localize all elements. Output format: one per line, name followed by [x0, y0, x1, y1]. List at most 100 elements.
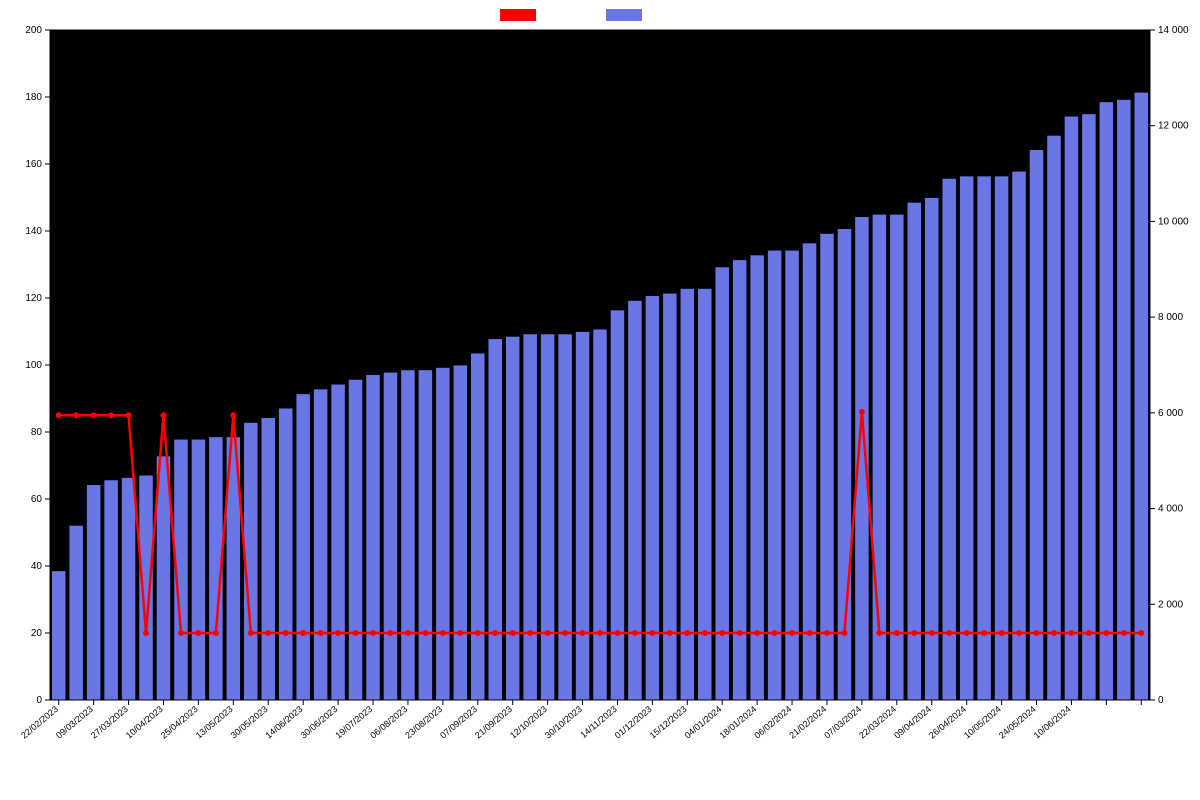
- line-marker: [143, 630, 149, 636]
- bar: [383, 372, 397, 700]
- yleft-tick-label: 60: [31, 494, 43, 505]
- bar: [261, 418, 275, 700]
- x-tick-label: 30/10/2023: [543, 704, 584, 741]
- x-tick-label: 25/04/2023: [159, 704, 200, 741]
- bar: [645, 296, 659, 700]
- x-tick-label: 09/03/2023: [54, 704, 95, 741]
- bar: [401, 370, 415, 700]
- x-tick-label: 19/07/2023: [333, 704, 374, 741]
- yright-tick-label: 0: [1158, 695, 1164, 706]
- line-marker: [457, 630, 463, 636]
- line-marker: [754, 630, 760, 636]
- legend-swatch: [606, 9, 642, 21]
- x-tick-label: 30/06/2023: [298, 704, 339, 741]
- bar: [104, 480, 118, 700]
- x-tick-label: 18/01/2024: [717, 704, 758, 741]
- line-marker: [1016, 630, 1022, 636]
- line-marker: [597, 630, 603, 636]
- bar: [698, 288, 712, 700]
- line-marker: [510, 630, 516, 636]
- bar: [907, 202, 921, 700]
- x-tick-label: 09/04/2024: [892, 704, 933, 741]
- yright-tick-label: 4 000: [1158, 504, 1183, 515]
- dual-axis-chart: 02040608010012014016018020002 0004 0006 …: [0, 0, 1200, 800]
- line-marker: [807, 630, 813, 636]
- line-marker: [335, 630, 341, 636]
- line-marker: [649, 630, 655, 636]
- line-marker: [999, 630, 1005, 636]
- x-tick-label: 30/05/2023: [229, 704, 270, 741]
- bar: [593, 329, 607, 700]
- line-marker: [195, 630, 201, 636]
- yright-tick-label: 14 000: [1158, 25, 1189, 36]
- x-tick-label: 14/11/2023: [578, 704, 618, 740]
- bar: [69, 525, 83, 700]
- yright-tick-label: 2 000: [1158, 599, 1183, 610]
- bar: [977, 176, 991, 700]
- line-marker: [841, 630, 847, 636]
- line-marker: [1138, 630, 1144, 636]
- bar: [680, 288, 694, 700]
- yleft-tick-label: 40: [31, 561, 43, 572]
- line-marker: [527, 630, 533, 636]
- bar: [453, 365, 467, 700]
- line-marker: [1121, 630, 1127, 636]
- line-marker: [1086, 630, 1092, 636]
- line-marker: [772, 630, 778, 636]
- line-marker: [160, 412, 166, 418]
- x-tick-label: 24/05/2024: [997, 704, 1038, 741]
- line-marker: [894, 630, 900, 636]
- bar: [471, 353, 485, 700]
- line-marker: [859, 409, 865, 415]
- line-marker: [1103, 630, 1109, 636]
- line-marker: [108, 412, 114, 418]
- line-marker: [126, 412, 132, 418]
- x-tick-label: 10/06/2024: [1032, 704, 1073, 741]
- line-marker: [981, 630, 987, 636]
- legend-swatch: [500, 9, 536, 21]
- line-marker: [946, 630, 952, 636]
- line-marker: [562, 630, 568, 636]
- yleft-tick-label: 160: [25, 159, 42, 170]
- x-tick-label: 21/09/2023: [473, 704, 514, 741]
- line-marker: [178, 630, 184, 636]
- x-tick-label: 06/08/2023: [368, 704, 409, 741]
- line-marker: [300, 630, 306, 636]
- line-marker: [580, 630, 586, 636]
- bar: [52, 571, 66, 700]
- line-marker: [737, 630, 743, 636]
- bar: [436, 367, 450, 700]
- bar: [855, 217, 869, 700]
- yleft-tick-label: 100: [25, 360, 42, 371]
- bar: [523, 334, 537, 700]
- bar: [1117, 99, 1131, 700]
- bar: [1099, 102, 1113, 700]
- line-marker: [876, 630, 882, 636]
- line-marker: [440, 630, 446, 636]
- line-marker: [230, 412, 236, 418]
- bar: [506, 336, 520, 700]
- line-marker: [492, 630, 498, 636]
- bar: [139, 475, 153, 700]
- bar: [1047, 135, 1061, 700]
- x-tick-label: 12/10/2023: [508, 704, 549, 741]
- bar: [1012, 171, 1026, 700]
- line-marker: [1051, 630, 1057, 636]
- line-marker: [91, 412, 97, 418]
- bar: [942, 178, 956, 700]
- x-tick-label: 07/09/2023: [438, 704, 479, 741]
- line-marker: [213, 630, 219, 636]
- x-tick-label: 22/03/2024: [857, 704, 898, 741]
- yright-tick-label: 6 000: [1158, 408, 1183, 419]
- bar: [86, 485, 100, 700]
- line-marker: [789, 630, 795, 636]
- bar: [575, 332, 589, 701]
- line-marker: [667, 630, 673, 636]
- bar: [628, 300, 642, 700]
- bar: [960, 176, 974, 700]
- line-marker: [405, 630, 411, 636]
- x-tick-label: 26/04/2024: [927, 704, 968, 741]
- line-marker: [475, 630, 481, 636]
- bar: [1064, 116, 1078, 700]
- line-marker: [56, 412, 62, 418]
